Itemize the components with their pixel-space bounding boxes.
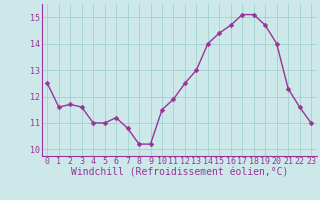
X-axis label: Windchill (Refroidissement éolien,°C): Windchill (Refroidissement éolien,°C)	[70, 168, 288, 178]
